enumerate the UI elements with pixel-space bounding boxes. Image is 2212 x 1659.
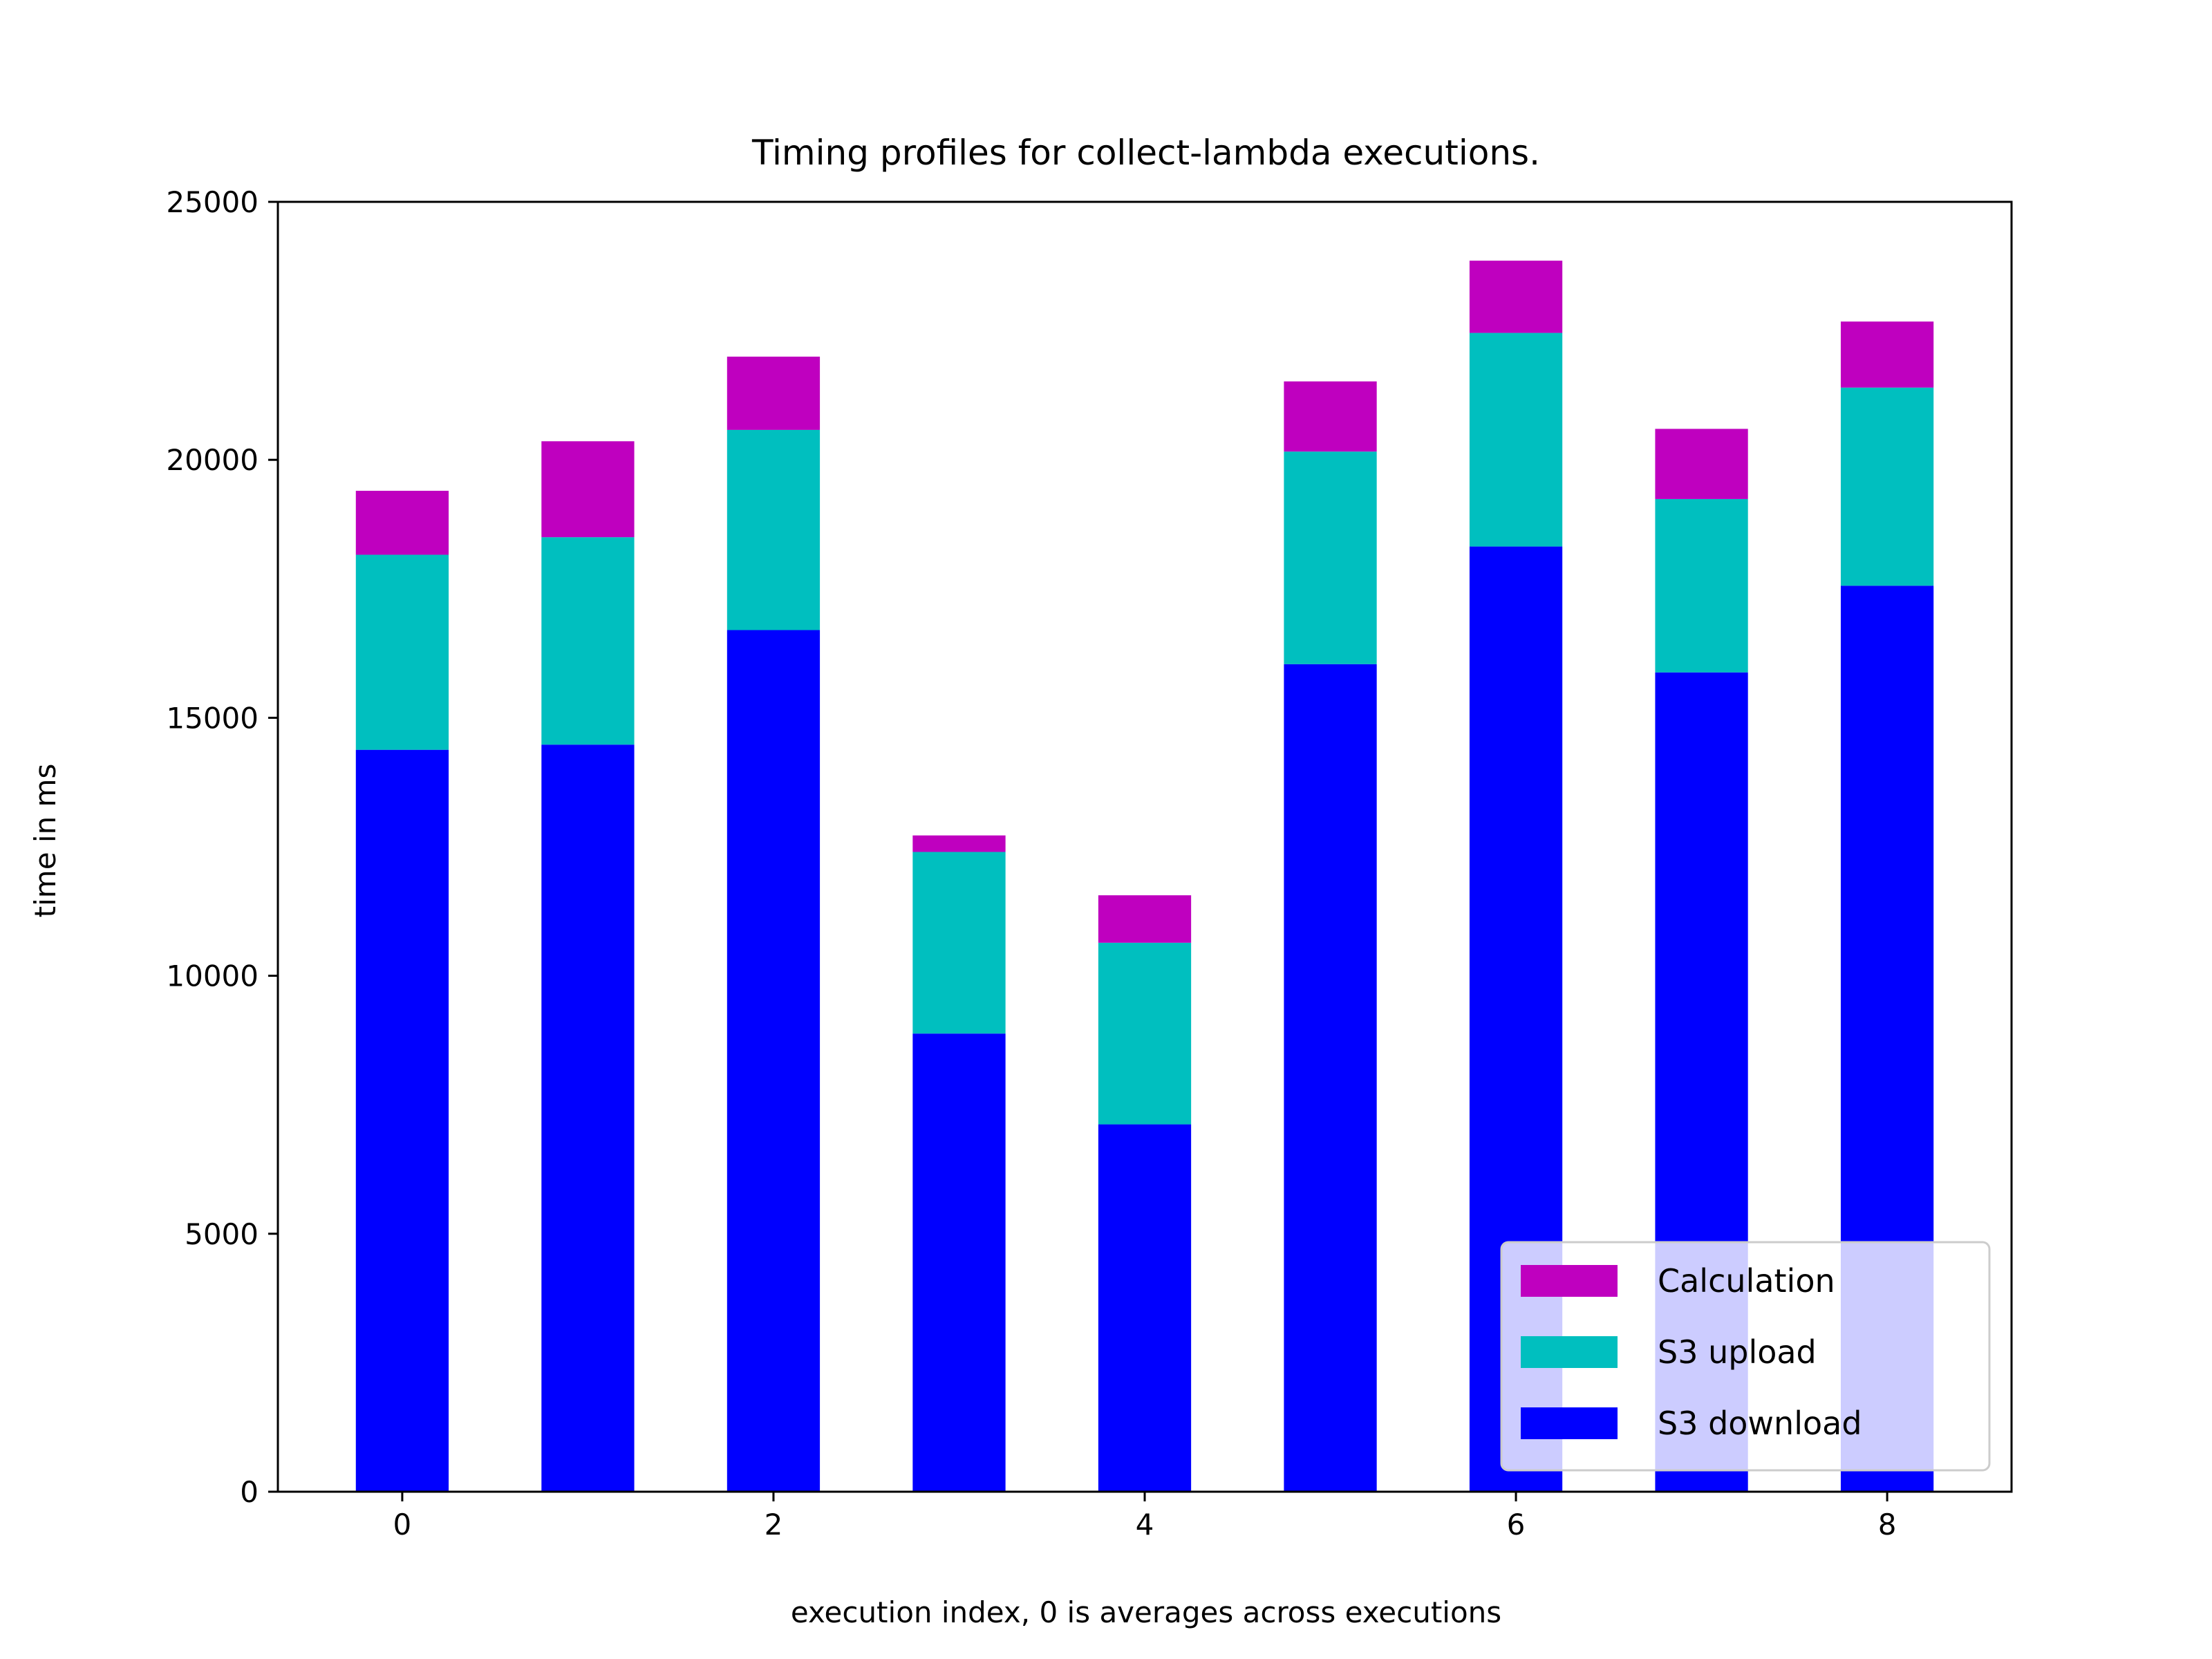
chart-title: Timing profiles for collect-lambda execu… (751, 133, 1540, 173)
legend-label-s3-download: S3 download (1658, 1405, 1862, 1442)
legend-label-s3-upload: S3 upload (1658, 1333, 1817, 1371)
legend-box (1500, 1241, 1991, 1472)
legend-swatch-calculation (1521, 1265, 1618, 1297)
legend: Calculation S3 upload S3 download (1500, 1241, 1991, 1472)
y-tick-label-5000: 5000 (185, 1217, 259, 1251)
y-tick-label-25000: 25000 (166, 185, 259, 219)
bar-s3-upload-2 (727, 429, 821, 630)
bar-calculation-2 (727, 356, 821, 430)
bar-s3-upload-4 (1098, 942, 1192, 1125)
x-tick-label-0: 0 (393, 1508, 412, 1541)
y-tick-label-20000: 20000 (166, 443, 259, 477)
y-axis-label: time in ms (28, 764, 62, 918)
bar-s3-download-0 (355, 749, 449, 1492)
bar-calculation-0 (355, 490, 449, 555)
bar-s3-upload-5 (1284, 451, 1377, 664)
bar-s3-download-2 (727, 630, 821, 1492)
bar-s3-download-4 (1098, 1124, 1192, 1492)
bar-s3-upload-8 (1840, 387, 1934, 586)
x-tick-label-2: 2 (765, 1508, 783, 1541)
legend-swatch-s3-download (1521, 1407, 1618, 1439)
bar-calculation-4 (1098, 895, 1192, 943)
legend-swatch-s3-upload (1521, 1336, 1618, 1368)
bar-s3-download-1 (541, 744, 635, 1492)
bar-calculation-5 (1284, 381, 1377, 452)
x-axis-label: execution index, 0 is averages across ex… (791, 1595, 1501, 1629)
bar-s3-download-5 (1284, 664, 1377, 1492)
y-tick-label-10000: 10000 (166, 959, 259, 993)
bar-s3-upload-1 (541, 537, 635, 745)
bar-s3-upload-3 (912, 852, 1006, 1034)
bar-s3-download-3 (912, 1033, 1006, 1492)
bar-s3-upload-0 (355, 554, 449, 750)
x-tick-label-6: 6 (1507, 1508, 1526, 1541)
axes-layer: 0 2 4 6 8 0 5000 10000 15000 20000 25000 (166, 185, 2013, 1541)
bar-calculation-3 (912, 835, 1006, 852)
bar-calculation-8 (1840, 321, 1934, 388)
y-tick-label-0: 0 (240, 1475, 259, 1509)
x-tick-label-8: 8 (1878, 1508, 1897, 1541)
bar-s3-upload-6 (1469, 332, 1563, 547)
x-tick-label-4: 4 (1136, 1508, 1154, 1541)
bar-calculation-7 (1655, 429, 1748, 499)
bar-calculation-6 (1469, 261, 1563, 333)
bar-s3-upload-7 (1655, 498, 1748, 673)
y-tick-label-15000: 15000 (166, 701, 259, 735)
legend-label-calculation: Calculation (1658, 1262, 1835, 1300)
bar-calculation-1 (541, 441, 635, 538)
